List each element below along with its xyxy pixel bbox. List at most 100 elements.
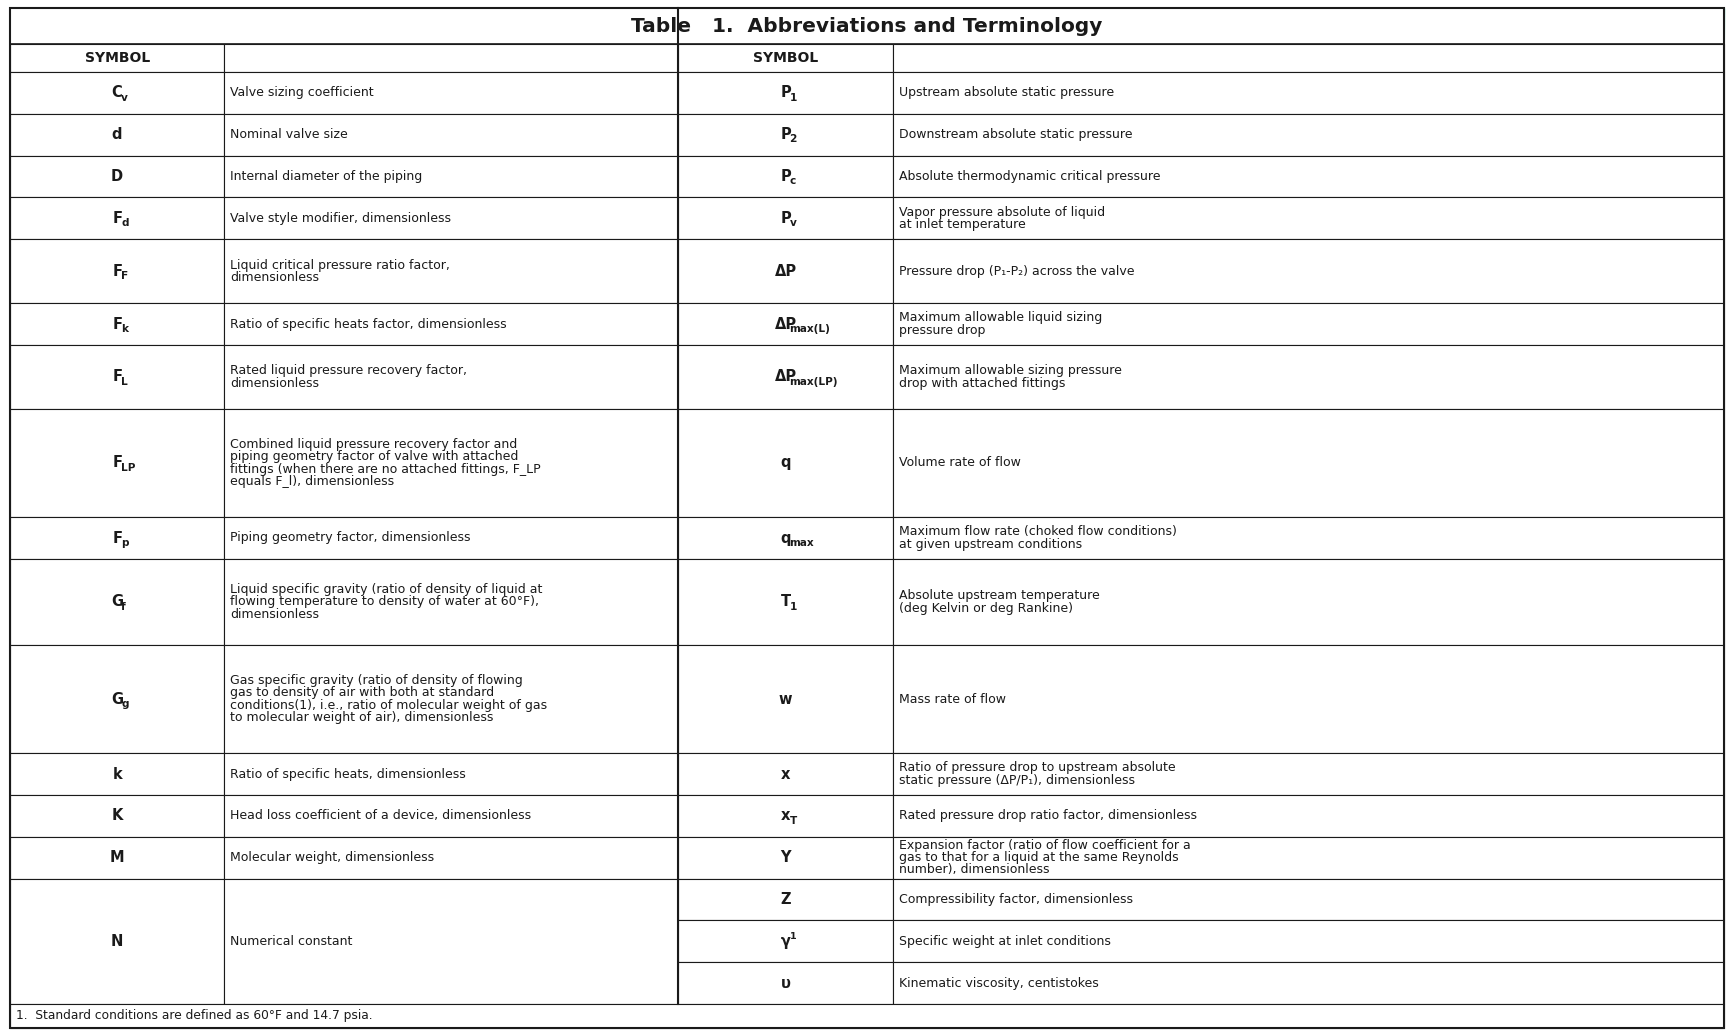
Text: ΔP: ΔP xyxy=(775,264,796,279)
Bar xyxy=(893,114,1724,155)
Text: Combined liquid pressure recovery factor and: Combined liquid pressure recovery factor… xyxy=(231,438,517,452)
Bar xyxy=(678,962,893,1004)
Text: ΔP: ΔP xyxy=(775,317,796,332)
Text: Downstream absolute static pressure: Downstream absolute static pressure xyxy=(898,128,1132,141)
Text: Upstream absolute static pressure: Upstream absolute static pressure xyxy=(898,86,1113,99)
Text: Ratio of specific heats, dimensionless: Ratio of specific heats, dimensionless xyxy=(231,768,466,780)
Text: Gas specific gravity (ratio of density of flowing: Gas specific gravity (ratio of density o… xyxy=(231,674,524,687)
Text: k: k xyxy=(113,767,121,781)
Text: Valve style modifier, dimensionless: Valve style modifier, dimensionless xyxy=(231,211,451,225)
Text: P: P xyxy=(780,85,791,100)
Text: F: F xyxy=(121,270,128,281)
Text: P: P xyxy=(780,210,791,226)
Text: static pressure (ΔP/P₁), dimensionless: static pressure (ΔP/P₁), dimensionless xyxy=(898,774,1134,786)
Bar xyxy=(10,345,224,409)
Text: Maximum flow rate (choked flow conditions): Maximum flow rate (choked flow condition… xyxy=(898,525,1177,539)
Bar xyxy=(224,114,678,155)
Bar xyxy=(678,920,893,962)
Bar xyxy=(893,239,1724,304)
Bar xyxy=(678,71,893,114)
Bar xyxy=(10,795,224,837)
Text: dimensionless: dimensionless xyxy=(231,376,319,390)
Bar xyxy=(10,114,224,155)
Text: g: g xyxy=(121,699,128,709)
Text: Liquid critical pressure ratio factor,: Liquid critical pressure ratio factor, xyxy=(231,259,451,271)
Bar xyxy=(678,409,893,517)
Text: Liquid specific gravity (ratio of density of liquid at: Liquid specific gravity (ratio of densit… xyxy=(231,583,543,597)
Text: Compressibility factor, dimensionless: Compressibility factor, dimensionless xyxy=(898,893,1132,906)
Text: Numerical constant: Numerical constant xyxy=(231,934,352,948)
Bar xyxy=(893,879,1724,920)
Bar xyxy=(224,44,678,71)
Bar xyxy=(678,239,893,304)
Text: Absolute upstream temperature: Absolute upstream temperature xyxy=(898,589,1099,602)
Text: piping geometry factor of valve with attached: piping geometry factor of valve with att… xyxy=(231,451,518,463)
Text: Volume rate of flow: Volume rate of flow xyxy=(898,457,1021,469)
Text: Maximum allowable sizing pressure: Maximum allowable sizing pressure xyxy=(898,365,1122,377)
Bar xyxy=(224,409,678,517)
Text: w: w xyxy=(779,692,792,707)
Text: F: F xyxy=(113,210,121,226)
Text: K: K xyxy=(111,808,123,824)
Text: M: M xyxy=(109,851,125,865)
Text: P: P xyxy=(780,169,791,184)
Bar xyxy=(893,409,1724,517)
Text: G: G xyxy=(111,692,123,707)
Text: v: v xyxy=(789,218,796,228)
Text: C: C xyxy=(111,85,123,100)
Text: γ: γ xyxy=(780,933,791,949)
Bar xyxy=(893,44,1724,71)
Text: Head loss coefficient of a device, dimensionless: Head loss coefficient of a device, dimen… xyxy=(231,809,531,823)
Bar xyxy=(224,753,678,795)
Bar xyxy=(678,345,893,409)
Text: F: F xyxy=(113,370,121,384)
Bar xyxy=(10,71,224,114)
Bar xyxy=(678,304,893,345)
Text: T: T xyxy=(789,815,796,826)
Bar xyxy=(10,198,224,239)
Text: 2: 2 xyxy=(789,135,798,144)
Text: max(L): max(L) xyxy=(789,324,831,334)
Text: υ: υ xyxy=(780,976,791,990)
Text: max: max xyxy=(789,538,813,548)
Bar xyxy=(224,239,678,304)
Text: Y: Y xyxy=(780,851,791,865)
Text: k: k xyxy=(121,324,128,334)
Text: T: T xyxy=(780,595,791,609)
Text: (deg Kelvin or deg Rankine): (deg Kelvin or deg Rankine) xyxy=(898,602,1073,614)
Text: SYMBOL: SYMBOL xyxy=(753,51,818,65)
Text: to molecular weight of air), dimensionless: to molecular weight of air), dimensionle… xyxy=(231,711,494,724)
Text: F: F xyxy=(113,456,121,470)
Text: D: D xyxy=(111,169,123,184)
Text: x: x xyxy=(780,767,791,781)
Text: Nominal valve size: Nominal valve size xyxy=(231,128,349,141)
Text: Ratio of specific heats factor, dimensionless: Ratio of specific heats factor, dimensio… xyxy=(231,318,506,330)
Text: Pressure drop (P₁-P₂) across the valve: Pressure drop (P₁-P₂) across the valve xyxy=(898,264,1134,278)
Bar xyxy=(678,155,893,198)
Text: d: d xyxy=(113,127,123,142)
Bar xyxy=(10,645,224,753)
Bar xyxy=(893,837,1724,879)
Bar xyxy=(10,879,224,1004)
Bar xyxy=(678,198,893,239)
Bar xyxy=(893,155,1724,198)
Text: gas to density of air with both at standard: gas to density of air with both at stand… xyxy=(231,687,494,699)
Text: d: d xyxy=(121,218,128,228)
Text: conditions(1), i.e., ratio of molecular weight of gas: conditions(1), i.e., ratio of molecular … xyxy=(231,698,548,712)
Bar xyxy=(893,753,1724,795)
Bar xyxy=(10,517,224,558)
Text: flowing temperature to density of water at 60°F),: flowing temperature to density of water … xyxy=(231,596,539,608)
Text: Mass rate of flow: Mass rate of flow xyxy=(898,693,1006,706)
Text: fittings (when there are no attached fittings, F_LP: fittings (when there are no attached fit… xyxy=(231,462,541,476)
Text: q: q xyxy=(780,456,791,470)
Text: Vapor pressure absolute of liquid: Vapor pressure absolute of liquid xyxy=(898,206,1105,219)
Bar xyxy=(678,44,893,71)
Text: F: F xyxy=(113,317,121,332)
Text: c: c xyxy=(789,176,796,186)
Text: f: f xyxy=(121,602,127,611)
Text: N: N xyxy=(111,933,123,949)
Text: q: q xyxy=(780,530,791,546)
Bar xyxy=(678,114,893,155)
Bar xyxy=(224,304,678,345)
Bar xyxy=(678,879,893,920)
